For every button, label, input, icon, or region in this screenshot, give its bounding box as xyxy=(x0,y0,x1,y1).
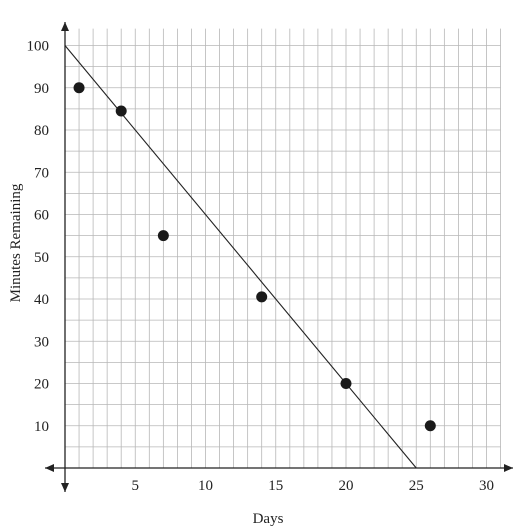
grid xyxy=(65,28,501,468)
axes xyxy=(45,22,513,492)
x-tick-label: 10 xyxy=(198,478,213,494)
y-axis-label: Minutes Remaining xyxy=(8,183,24,302)
x-axis-arrow-left xyxy=(45,464,54,472)
tick-labels: 5 10 15 20 25 30 10 20 30 40 50 60 70 80 90 100 xyxy=(27,39,495,495)
y-tick-label: 100 xyxy=(27,39,50,55)
x-tick-label: 30 xyxy=(479,478,494,494)
y-tick-label: 90 xyxy=(34,81,49,97)
data-points xyxy=(73,82,436,432)
data-point xyxy=(115,105,127,117)
data-point xyxy=(157,230,169,242)
y-tick-label: 80 xyxy=(34,123,49,139)
y-tick-label: 10 xyxy=(34,419,49,435)
y-tick-label: 20 xyxy=(34,377,49,393)
y-tick-label: 60 xyxy=(34,208,49,224)
data-point xyxy=(256,291,268,303)
data-point xyxy=(424,420,436,432)
y-axis-arrow-down xyxy=(61,483,69,492)
data-point xyxy=(340,378,352,389)
y-tick-label: 40 xyxy=(34,292,49,308)
x-tick-label: 5 xyxy=(132,478,140,494)
y-axis-arrow-up xyxy=(61,22,69,31)
x-tick-label: 20 xyxy=(339,478,354,494)
y-tick-label: 70 xyxy=(34,165,49,181)
data-point xyxy=(73,82,85,94)
x-tick-label: 25 xyxy=(409,478,424,494)
x-axis-arrow-right xyxy=(504,464,513,472)
y-tick-label: 30 xyxy=(34,334,49,350)
y-tick-label: 50 xyxy=(34,250,49,266)
x-axis-label: Days xyxy=(253,511,284,527)
x-tick-label: 15 xyxy=(268,478,283,494)
